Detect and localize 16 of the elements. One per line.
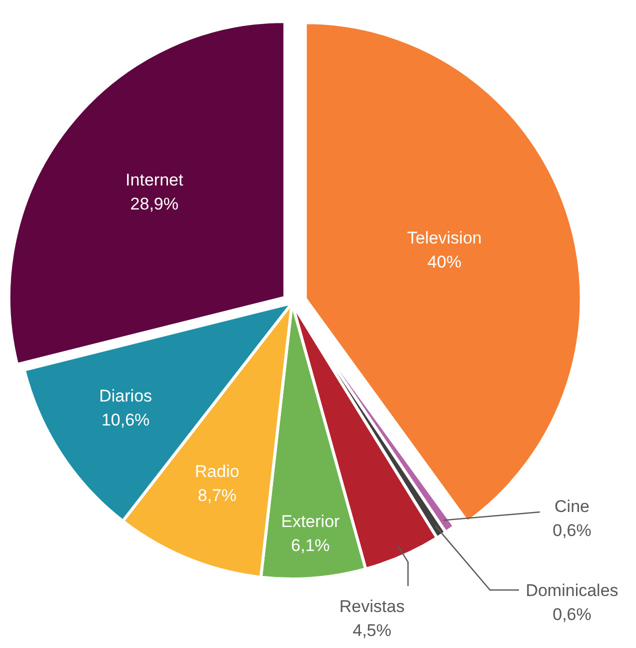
data-label: 6,1% <box>291 536 330 555</box>
data-label: 0,6% <box>552 605 592 624</box>
data-label: 40% <box>427 252 462 272</box>
slice-label: Exterior <box>281 512 340 531</box>
slice-label: Diarios <box>99 386 152 406</box>
data-label: 10,6% <box>101 410 150 430</box>
slice-label: Internet <box>126 170 184 190</box>
slice-label: Radio <box>194 462 240 482</box>
slice-label: Television <box>407 228 482 248</box>
slice-label: Cine <box>554 497 590 516</box>
data-label: 0,6% <box>552 521 592 540</box>
data-label: 28,9% <box>130 194 178 214</box>
slice-label: Dominicales <box>526 581 618 600</box>
slice-label: Revistas <box>339 597 405 616</box>
data-label: 4,5% <box>352 621 392 640</box>
data-label: 8,7% <box>198 486 236 506</box>
